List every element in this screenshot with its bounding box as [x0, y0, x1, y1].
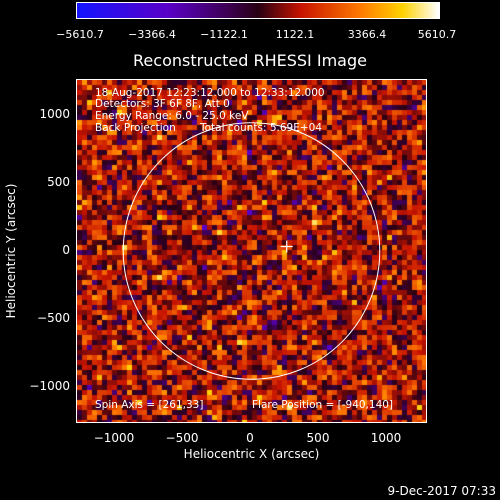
y-tick-label: 1000	[39, 107, 70, 121]
solar-limb-circle	[122, 122, 381, 380]
colorbar-tick-label: 5610.7	[417, 28, 457, 41]
annotation-total-counts: Total counts: 5.69E+04	[200, 122, 323, 134]
annotation-flare-position: Flare Position = [-940,140]	[252, 399, 394, 411]
x-tick-label: 0	[246, 431, 254, 445]
y-tick-label: 500	[47, 175, 70, 189]
plot-frame	[76, 79, 427, 423]
annotation-energy-range: Energy Range: 6.0 - 25.0 keV	[95, 110, 249, 122]
y-tick-label: 0	[62, 243, 70, 257]
y-axis-label: Heliocentric Y (arcsec)	[4, 183, 18, 319]
rhessi-image-heatmap	[77, 80, 426, 422]
annotation-time-range: 18-Aug-2017 12:23:12.000 to 12:33:12.000	[95, 87, 325, 99]
colorbar-tick-label: 3366.4	[347, 28, 387, 41]
plot-timestamp: 9-Dec-2017 07:33	[387, 484, 496, 498]
annotation-detectors: Detectors: 3F 6F 8F, Att 0	[95, 98, 230, 110]
x-axis-label: Heliocentric X (arcsec)	[183, 447, 320, 461]
y-tick-label: −1000	[29, 379, 70, 393]
y-tick-label: −500	[37, 311, 70, 325]
colorbar-tick-label: −5610.7	[56, 28, 104, 41]
annotation-method: Back Projection	[95, 122, 176, 134]
colorbar-tick-label: 1122.1	[275, 28, 315, 41]
plot-title: Reconstructed RHESSI Image	[133, 51, 367, 70]
x-tick-label: −1000	[93, 431, 135, 445]
colorbar-tick-label: −1122.1	[200, 28, 248, 41]
colorbar	[76, 2, 440, 19]
plot-overlay	[122, 122, 381, 380]
x-tick-label: 1000	[370, 431, 402, 445]
x-tick-label: 500	[306, 431, 330, 445]
colorbar-tick-label: −3366.4	[128, 28, 176, 41]
annotation-spin-axis: Spin Axis = [261,33]	[95, 399, 204, 411]
x-tick-label: −500	[165, 431, 199, 445]
